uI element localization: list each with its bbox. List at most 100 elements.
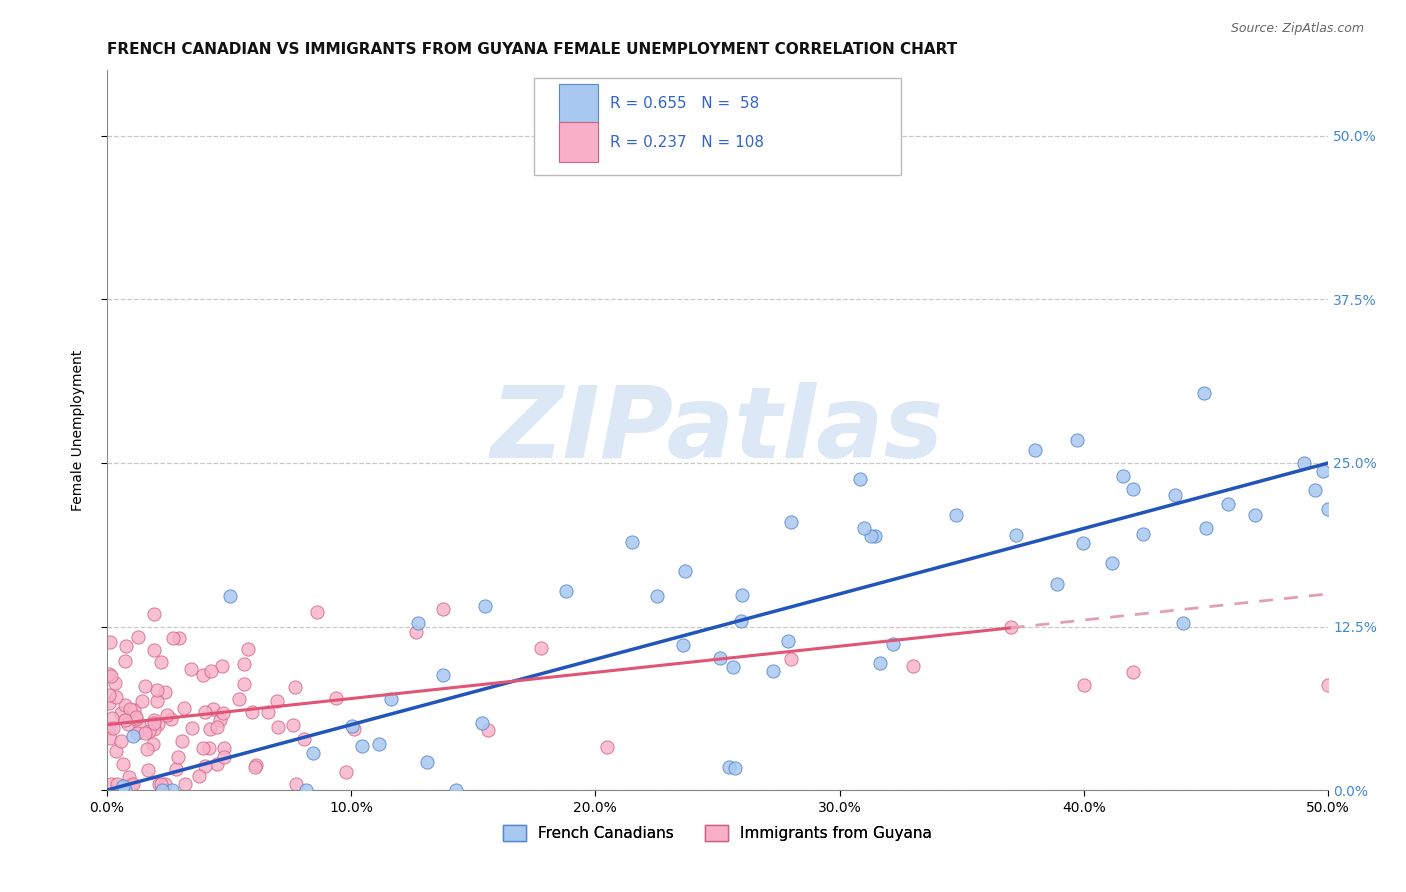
Point — [105, 776, 128, 790]
Point — [853, 521, 876, 535]
Point — [256, 705, 278, 719]
Point — [160, 783, 183, 797]
Point — [245, 760, 267, 774]
Point — [709, 651, 731, 665]
Point — [98, 731, 121, 745]
Point — [159, 712, 181, 726]
Point — [128, 717, 150, 731]
Point — [294, 783, 316, 797]
Point — [1312, 465, 1334, 479]
Point — [211, 659, 233, 673]
Point — [620, 534, 643, 549]
Point — [1173, 616, 1195, 631]
Point — [142, 722, 165, 736]
Point — [432, 601, 454, 615]
Point — [150, 783, 173, 797]
Point — [127, 631, 149, 645]
Legend: French Canadians, Immigrants from Guyana: French Canadians, Immigrants from Guyana — [498, 819, 938, 847]
Point — [145, 694, 167, 708]
Point — [142, 713, 165, 727]
Point — [146, 683, 169, 698]
Point — [1303, 483, 1326, 497]
Point — [779, 515, 801, 529]
Point — [142, 715, 165, 730]
Point — [724, 761, 747, 775]
Point — [110, 706, 132, 720]
Point — [212, 706, 235, 720]
Point — [218, 589, 240, 603]
FancyBboxPatch shape — [558, 84, 598, 124]
Point — [730, 614, 752, 628]
Point — [718, 760, 741, 774]
Point — [191, 740, 214, 755]
Point — [245, 758, 267, 772]
Point — [149, 776, 172, 790]
Point — [380, 692, 402, 706]
Point — [174, 776, 197, 790]
Text: FRENCH CANADIAN VS IMMIGRANTS FROM GUYANA FEMALE UNEMPLOYMENT CORRELATION CHART: FRENCH CANADIAN VS IMMIGRANTS FROM GUYAN… — [107, 42, 957, 57]
Point — [284, 776, 307, 790]
Point — [284, 680, 307, 694]
Point — [115, 639, 138, 653]
Point — [98, 696, 121, 710]
Point — [114, 654, 136, 668]
Point — [114, 698, 136, 712]
Point — [153, 685, 176, 699]
Point — [136, 763, 159, 777]
Point — [672, 638, 695, 652]
Point — [307, 605, 329, 619]
Point — [162, 631, 184, 645]
Point — [1073, 678, 1095, 692]
Point — [124, 703, 146, 717]
Point — [1244, 508, 1267, 523]
Point — [1046, 577, 1069, 591]
Point — [762, 665, 785, 679]
Point — [1066, 433, 1088, 447]
Point — [294, 732, 316, 747]
Point — [98, 689, 121, 703]
Point — [202, 702, 225, 716]
Point — [281, 718, 304, 732]
Point — [150, 655, 173, 669]
Point — [194, 705, 217, 719]
Point — [135, 742, 157, 756]
Point — [100, 776, 122, 790]
Point — [340, 719, 363, 733]
Point — [474, 599, 496, 614]
Point — [173, 701, 195, 715]
Point — [1101, 556, 1123, 570]
Point — [1292, 456, 1315, 470]
Point — [180, 662, 202, 676]
Point — [142, 737, 165, 751]
Point — [673, 564, 696, 578]
Point — [148, 776, 170, 790]
Point — [779, 652, 801, 666]
Point — [118, 770, 141, 784]
Point — [117, 716, 139, 731]
Point — [205, 720, 228, 734]
FancyBboxPatch shape — [558, 122, 598, 162]
Point — [193, 668, 215, 682]
Point — [266, 694, 288, 708]
Point — [122, 729, 145, 743]
Point — [869, 657, 891, 671]
Point — [901, 658, 924, 673]
Point — [1195, 521, 1218, 535]
Point — [444, 783, 467, 797]
Point — [125, 712, 148, 726]
Point — [721, 660, 744, 674]
Point — [146, 717, 169, 731]
Point — [1024, 442, 1046, 457]
Point — [406, 615, 429, 630]
Point — [233, 657, 256, 672]
Point — [645, 589, 668, 603]
Point — [105, 744, 128, 758]
Point — [1164, 488, 1187, 502]
Point — [105, 690, 128, 704]
Point — [1317, 501, 1340, 516]
Point — [325, 690, 347, 705]
Point — [1071, 536, 1094, 550]
Point — [100, 635, 122, 649]
Point — [848, 472, 870, 486]
Point — [863, 529, 886, 543]
